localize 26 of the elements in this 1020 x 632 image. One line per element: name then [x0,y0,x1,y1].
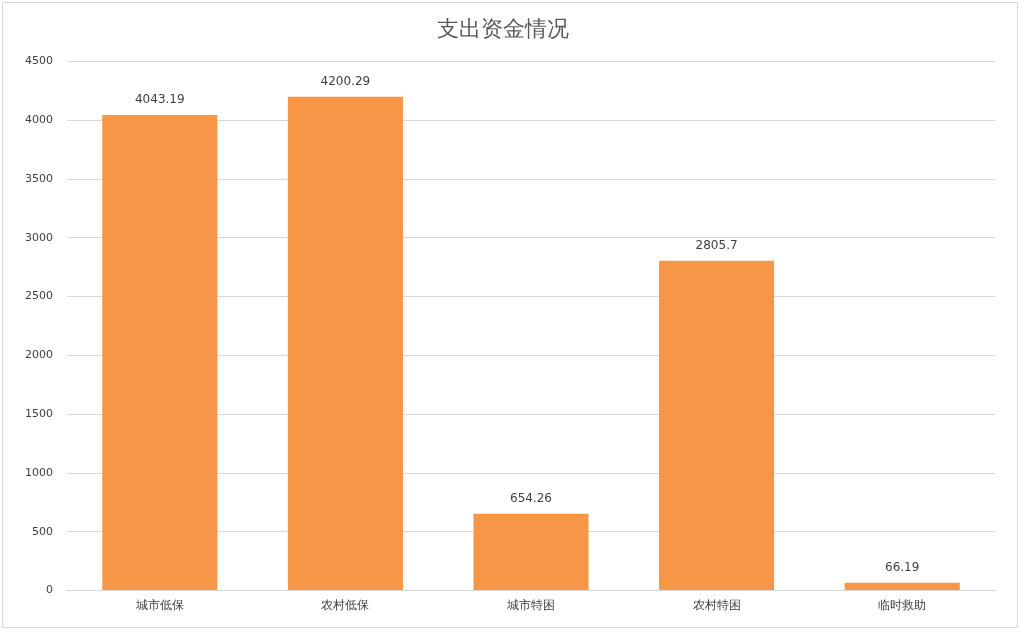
bar [844,582,960,591]
bar [102,115,218,591]
y-tick-label: 3000 [24,230,53,244]
y-tick-label: 2000 [24,348,53,362]
data-label: 2805.7 [695,237,738,252]
x-tick-label: 农村低保 [321,597,370,612]
y-tick-label: 3500 [24,171,53,185]
data-label: 654.26 [510,490,552,505]
x-tick-label: 农村特困 [692,597,741,612]
bar [473,513,589,591]
chart-title: 支出资金情况 [437,15,569,41]
data-label: 4043.19 [134,92,185,107]
y-tick-label: 0 [45,583,53,597]
y-tick-label: 2500 [24,289,53,303]
y-tick-label: 4500 [24,54,53,68]
data-label: 4200.29 [320,73,371,88]
y-tick-label: 500 [31,524,53,538]
x-tick-label: 临时救助 [878,597,927,612]
y-tick-label: 1500 [24,407,53,421]
y-tick-label: 1000 [24,465,53,479]
x-tick-label: 城市特困 [506,597,555,612]
x-tick-label: 城市低保 [134,597,184,612]
data-label: 66.19 [885,559,920,574]
y-tick-label: 4000 [24,113,53,127]
bar [659,260,775,591]
bar [287,96,403,591]
